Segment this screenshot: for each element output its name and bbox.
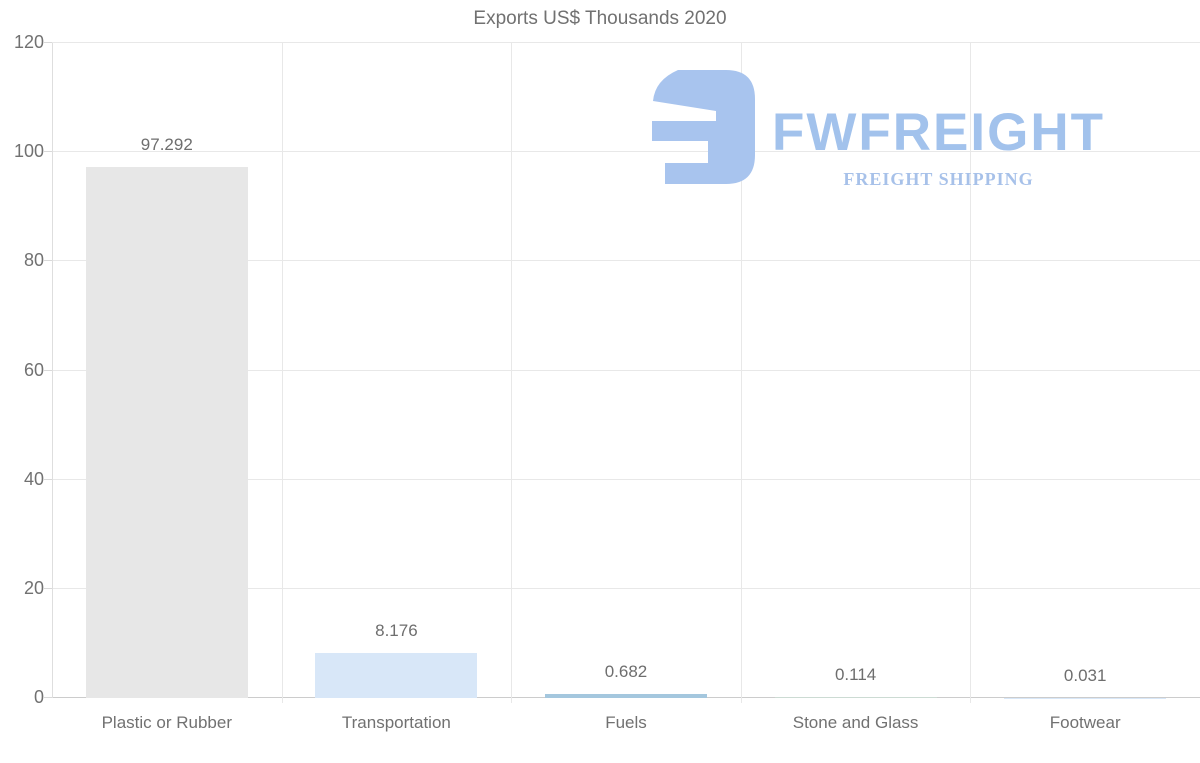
- brand-name: FWFREIGHT: [772, 103, 1105, 162]
- y-tick-label-120: 120: [13, 32, 44, 52]
- y-axis-tick-100: [44, 151, 52, 152]
- chart-title: Exports US$ Thousands 2020: [473, 8, 727, 29]
- bar-value-label: 0.114: [834, 665, 877, 685]
- y-tick-label-0: 0: [33, 687, 44, 707]
- brand-mark-path: [652, 70, 755, 184]
- brand-tagline: FREIGHT SHIPPING: [843, 169, 1034, 189]
- gridline-y-20: [52, 588, 1200, 589]
- x-axis-label: Footwear: [1049, 713, 1121, 732]
- gridline-y-120: [52, 42, 1200, 43]
- gridline-y-60: [52, 370, 1200, 371]
- brand-logo: FWFREIGHT FREIGHT SHIPPING: [652, 70, 1105, 190]
- y-axis-tick-80: [44, 260, 52, 261]
- bar-value-label: 8.176: [375, 621, 418, 641]
- gridline-y-40: [52, 479, 1200, 480]
- x-axis-label: Stone and Glass: [792, 713, 919, 732]
- y-tick-label-60: 60: [23, 360, 44, 380]
- bar-fuels[interactable]: [545, 694, 707, 698]
- y-axis-tick-60: [44, 370, 52, 371]
- bar-plastic-or-rubber[interactable]: [85, 166, 248, 698]
- y-axis-tick-120: [44, 42, 52, 43]
- gridline-x-1: [282, 43, 283, 703]
- y-tick-label-100: 100: [13, 141, 44, 161]
- bar-transportation[interactable]: [315, 653, 478, 698]
- gridline-x-4: [970, 43, 971, 703]
- gridline-y-100: [52, 151, 1200, 152]
- gridline-x-2: [511, 43, 512, 703]
- y-tick-label-20: 20: [23, 578, 44, 598]
- brand-words: FWFREIGHT FREIGHT SHIPPING: [772, 70, 1105, 190]
- x-axis-label: Transportation: [341, 713, 451, 732]
- x-axis-label: Fuels: [605, 713, 647, 732]
- gridline-x-3: [741, 43, 742, 703]
- brand-mark-icon: [652, 70, 755, 184]
- gridline-y-80: [52, 260, 1200, 261]
- y-axis-tick-0: [44, 697, 52, 698]
- bar-stone-and-glass[interactable]: [774, 697, 937, 698]
- y-axis-tick-40: [44, 479, 52, 480]
- y-tick-label-80: 80: [23, 250, 44, 270]
- y-axis-tick-20: [44, 588, 52, 589]
- bar-value-label: 0.031: [1063, 665, 1107, 685]
- bar-value-label: 97.292: [140, 134, 193, 154]
- x-axis-label: Plastic or Rubber: [101, 713, 232, 732]
- y-tick-label-40: 40: [23, 469, 44, 489]
- bar-value-label: 0.682: [604, 662, 648, 682]
- y-axis-line: [52, 43, 53, 698]
